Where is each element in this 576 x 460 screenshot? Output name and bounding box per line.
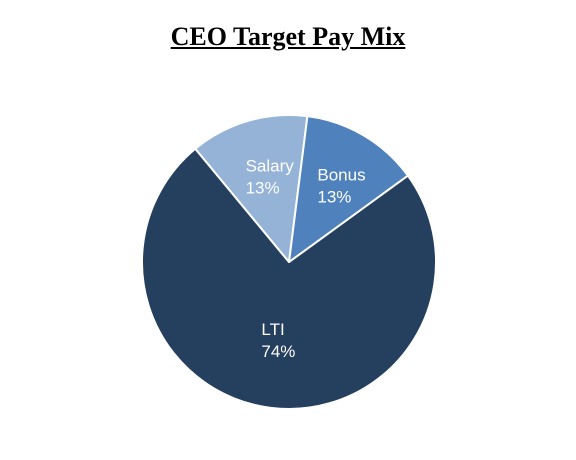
pie-slice-salary [194,114,309,263]
slice-value-label: 13% [317,188,351,207]
pie-labels: LTI 74% Salary 13% Bonus 13% [246,157,366,361]
pie-label-salary: Salary 13% [246,157,295,198]
pie-slice-lti [141,147,437,410]
slice-name-label: Bonus [317,166,365,185]
pie-slice-bonus [288,115,409,263]
pie-label-bonus: Bonus 13% [317,166,365,207]
pie-slices [141,114,437,410]
slice-value-label: 13% [246,179,280,198]
pie-label-lti: LTI 74% [261,320,295,361]
slice-value-label: 74% [261,342,295,361]
slice-name-label: LTI [261,320,284,339]
slice-name-label: Salary [246,157,295,176]
chart-title: CEO Target Pay Mix [170,22,406,51]
